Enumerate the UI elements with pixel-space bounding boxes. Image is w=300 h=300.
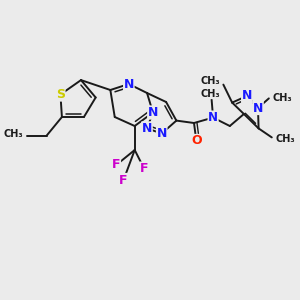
Text: S: S bbox=[56, 88, 65, 101]
Text: N: N bbox=[142, 122, 152, 135]
Text: O: O bbox=[191, 134, 202, 148]
Text: N: N bbox=[208, 111, 218, 124]
Text: N: N bbox=[242, 89, 252, 103]
Text: F: F bbox=[119, 173, 128, 187]
Text: F: F bbox=[112, 158, 121, 172]
Text: CH₃: CH₃ bbox=[275, 134, 295, 144]
Text: CH₃: CH₃ bbox=[4, 129, 23, 139]
Text: N: N bbox=[157, 127, 167, 140]
Text: CH₃: CH₃ bbox=[272, 93, 292, 103]
Text: N: N bbox=[253, 101, 263, 115]
Text: N: N bbox=[124, 77, 134, 91]
Text: F: F bbox=[140, 162, 148, 175]
Text: N: N bbox=[148, 106, 158, 119]
Text: CH₃: CH₃ bbox=[200, 76, 220, 86]
Text: CH₃: CH₃ bbox=[200, 88, 220, 99]
